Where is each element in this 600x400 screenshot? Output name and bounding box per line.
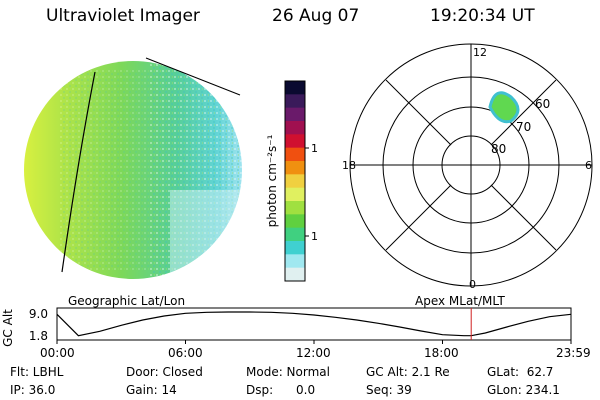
polar-lat-80: 80 <box>491 142 506 156</box>
colorbar-segment <box>285 161 305 175</box>
colorbar-segment <box>285 94 305 109</box>
colorbar-segment <box>285 227 305 242</box>
colorbar-segment <box>285 254 305 269</box>
polar-lat-70: 70 <box>516 120 531 134</box>
xtick-0000: 00:00 <box>40 346 75 360</box>
mode-info: Mode: Normal <box>246 365 330 379</box>
xtick-0600: 06:00 <box>168 346 203 360</box>
glon-info: GLon: 234.1 <box>487 383 560 397</box>
colorbar-segment <box>285 187 305 202</box>
polar-label-18: 18 <box>342 159 356 172</box>
terminator-line <box>61 71 96 273</box>
time-label: 19:20:34 UT <box>430 6 535 26</box>
date-label: 26 Aug 07 <box>272 6 360 26</box>
xtick-1800: 18:00 <box>424 346 459 360</box>
glat-info: GLat: 62.7 <box>487 365 554 379</box>
colorbar-segment <box>285 214 305 229</box>
colorbar-segment <box>285 121 305 135</box>
polar-label-12: 12 <box>473 46 487 59</box>
altitude-line <box>56 311 572 337</box>
instrument-title: Ultraviolet Imager <box>46 6 200 26</box>
ip-info: IP: 36.0 <box>10 383 56 397</box>
colorbar-segment <box>285 134 305 149</box>
svg-text:100: 100 <box>311 142 318 155</box>
ytick-top: 9.0 <box>29 307 48 321</box>
colorbar: 100 10 photon cm⁻²s⁻¹ <box>265 80 318 282</box>
xtick-2359: 23:59 <box>556 346 591 360</box>
filter-info: Flt: LBHL <box>10 365 64 379</box>
left-axis-title: Geographic Lat/Lon <box>68 294 186 308</box>
limb-line <box>145 57 241 96</box>
dsp-info: Dsp: 0.0 <box>246 383 316 397</box>
auroral-oval-patch <box>488 91 520 124</box>
colorbar-segment <box>285 267 305 282</box>
plot-frame <box>56 307 572 341</box>
gain-info: Gain: 14 <box>126 383 177 397</box>
xtick-1200: 12:00 <box>296 346 331 360</box>
right-axis-title: Apex MLat/MLT <box>415 294 505 308</box>
svg-text:10: 10 <box>311 230 318 243</box>
colorbar-tick-10: 10 <box>305 230 318 243</box>
colorbar-segment <box>285 81 305 95</box>
polar-label-0: 0 <box>469 278 476 291</box>
polar-label-6: 6 <box>585 159 592 172</box>
altitude-chart: GC Alt 9.0 1.8 <box>1 307 572 347</box>
polar-lat-60: 60 <box>535 97 550 111</box>
colorbar-segment <box>285 241 305 255</box>
colorbar-segment <box>285 107 305 122</box>
earth-disk-image <box>24 57 242 279</box>
gc-alt-info: GC Alt: 2.1 Re <box>366 365 450 379</box>
polar-plot: 12 18 6 0 60 70 80 <box>342 43 593 291</box>
ylabel: GC Alt <box>1 309 15 347</box>
colorbar-label: photon cm⁻²s⁻¹ <box>265 134 279 227</box>
colorbar-tick-100: 100 <box>305 142 318 155</box>
colorbar-segment <box>285 147 305 162</box>
colorbar-segment <box>285 201 305 215</box>
door-info: Door: Closed <box>126 365 203 379</box>
seq-info: Seq: 39 <box>366 383 412 397</box>
ytick-bottom: 1.8 <box>29 329 48 343</box>
colorbar-segment <box>285 174 305 189</box>
